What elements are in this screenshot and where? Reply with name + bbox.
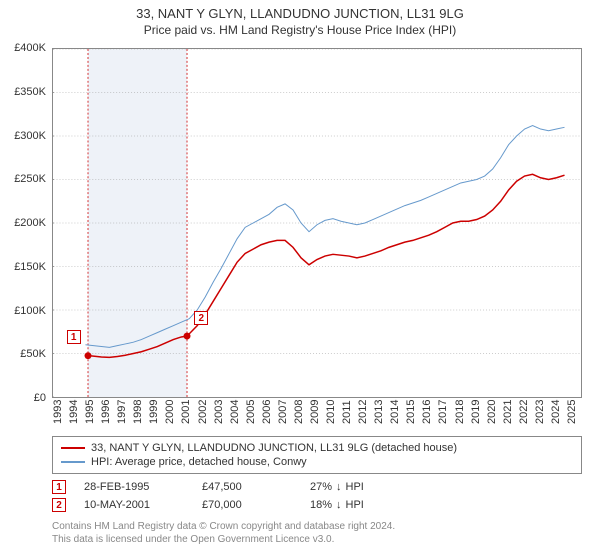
legend-swatch (61, 447, 85, 449)
x-tick-label: 2023 (534, 400, 546, 424)
events-table: 1 28-FEB-1995 £47,500 27%↓HPI 2 10-MAY-2001 £7… (52, 478, 582, 514)
footer-line-2: This data is licensed under the Open Gov… (52, 533, 582, 546)
y-tick-label: £100K (14, 305, 46, 317)
y-tick-label: £350K (14, 86, 46, 98)
x-tick-label: 2024 (550, 400, 562, 424)
chart-marker-1: 1 (67, 330, 81, 344)
legend-item: 33, NANT Y GLYN, LLANDUDNO JUNCTION, LL3… (61, 441, 573, 455)
x-tick-label: 2008 (293, 400, 305, 424)
event-marker: 1 (52, 480, 66, 494)
x-tick-label: 1998 (132, 400, 144, 424)
x-tick-label: 2020 (486, 400, 498, 424)
legend-label: 33, NANT Y GLYN, LLANDUDNO JUNCTION, LL3… (91, 442, 457, 454)
title-block: 33, NANT Y GLYN, LLANDUDNO JUNCTION, LL3… (0, 0, 600, 39)
y-tick-label: £150K (14, 261, 46, 273)
chart-subtitle: Price paid vs. HM Land Registry's House … (0, 23, 600, 37)
x-tick-label: 2009 (309, 400, 321, 424)
y-axis-labels: £0£50K£100K£150K£200K£250K£300K£350K£400… (0, 48, 50, 398)
x-tick-label: 2018 (454, 400, 466, 424)
y-tick-label: £400K (14, 42, 46, 54)
x-tick-label: 1999 (148, 400, 160, 424)
chart-container: 33, NANT Y GLYN, LLANDUDNO JUNCTION, LL3… (0, 0, 600, 560)
event-row: 1 28-FEB-1995 £47,500 27%↓HPI (52, 478, 582, 496)
x-tick-label: 1996 (100, 400, 112, 424)
x-tick-label: 2025 (566, 400, 578, 424)
x-tick-label: 2003 (213, 400, 225, 424)
x-tick-label: 2021 (502, 400, 514, 424)
event-price: £47,500 (202, 481, 292, 493)
legend: 33, NANT Y GLYN, LLANDUDNO JUNCTION, LL3… (52, 436, 582, 474)
down-arrow-icon: ↓ (336, 481, 342, 493)
x-tick-label: 2000 (164, 400, 176, 424)
event-diff: 27%↓HPI (310, 481, 410, 493)
event-date: 28-FEB-1995 (84, 481, 184, 493)
x-tick-label: 2006 (261, 400, 273, 424)
legend-item: HPI: Average price, detached house, Conw… (61, 455, 573, 469)
x-tick-label: 2019 (470, 400, 482, 424)
x-axis-labels: 1993 1994 1995 1996 1997 1998 1999 2000 2001 2002… (52, 400, 582, 434)
chart-svg (52, 48, 582, 398)
x-tick-label: 2016 (421, 400, 433, 424)
x-tick-label: 2011 (341, 400, 353, 424)
chart-plot-area: 12 (52, 48, 582, 398)
y-tick-label: £0 (34, 392, 46, 404)
x-tick-label: 2012 (357, 400, 369, 424)
x-tick-label: 2007 (277, 400, 289, 424)
y-tick-label: £250K (14, 173, 46, 185)
event-row: 2 10-MAY-2001 £70,000 18%↓HPI (52, 496, 582, 514)
footer-line-1: Contains HM Land Registry data © Crown c… (52, 520, 582, 533)
x-tick-label: 1994 (68, 400, 80, 424)
x-tick-label: 2013 (373, 400, 385, 424)
y-tick-label: £50K (20, 348, 46, 360)
x-tick-label: 2015 (405, 400, 417, 424)
x-tick-label: 2004 (229, 400, 241, 424)
x-tick-label: 1995 (84, 400, 96, 424)
down-arrow-icon: ↓ (336, 499, 342, 511)
y-tick-label: £300K (14, 130, 46, 142)
x-tick-label: 2017 (437, 400, 449, 424)
x-tick-label: 2014 (389, 400, 401, 424)
y-tick-label: £200K (14, 217, 46, 229)
event-marker: 2 (52, 498, 66, 512)
x-tick-label: 1997 (116, 400, 128, 424)
chart-marker-2: 2 (194, 311, 208, 325)
x-tick-label: 2005 (245, 400, 257, 424)
event-diff: 18%↓HPI (310, 499, 410, 511)
x-tick-label: 2002 (197, 400, 209, 424)
x-tick-label: 1993 (52, 400, 64, 424)
x-tick-label: 2022 (518, 400, 530, 424)
legend-label: HPI: Average price, detached house, Conw… (91, 456, 307, 468)
event-date: 10-MAY-2001 (84, 499, 184, 511)
x-tick-label: 2010 (325, 400, 337, 424)
legend-swatch (61, 461, 85, 463)
footer: Contains HM Land Registry data © Crown c… (52, 520, 582, 546)
x-tick-label: 2001 (180, 400, 192, 424)
event-price: £70,000 (202, 499, 292, 511)
chart-title: 33, NANT Y GLYN, LLANDUDNO JUNCTION, LL3… (0, 6, 600, 21)
